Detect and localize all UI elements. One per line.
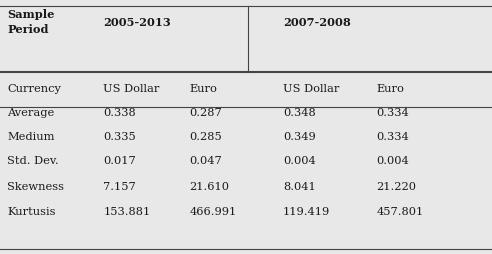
Text: 0.334: 0.334 <box>376 132 409 142</box>
Text: 21.220: 21.220 <box>376 182 416 192</box>
Text: 0.338: 0.338 <box>103 108 136 118</box>
Text: 0.004: 0.004 <box>283 156 316 166</box>
Text: Currency: Currency <box>7 84 62 94</box>
Text: 0.349: 0.349 <box>283 132 316 142</box>
Text: 466.991: 466.991 <box>189 207 237 217</box>
Text: 8.041: 8.041 <box>283 182 316 192</box>
Text: 0.285: 0.285 <box>189 132 222 142</box>
Text: Average: Average <box>7 108 55 118</box>
Text: 0.017: 0.017 <box>103 156 136 166</box>
Text: 0.348: 0.348 <box>283 108 316 118</box>
Text: 457.801: 457.801 <box>376 207 424 217</box>
Text: 21.610: 21.610 <box>189 182 229 192</box>
Text: 119.419: 119.419 <box>283 207 330 217</box>
Text: Std. Dev.: Std. Dev. <box>7 156 59 166</box>
Text: 0.287: 0.287 <box>189 108 222 118</box>
Text: 7.157: 7.157 <box>103 182 136 192</box>
Text: Skewness: Skewness <box>7 182 64 192</box>
Text: Euro: Euro <box>189 84 217 94</box>
Text: 0.004: 0.004 <box>376 156 409 166</box>
Text: 153.881: 153.881 <box>103 207 151 217</box>
Text: Kurtusis: Kurtusis <box>7 207 56 217</box>
Text: Euro: Euro <box>376 84 404 94</box>
Text: US Dollar: US Dollar <box>103 84 160 94</box>
Text: Medium: Medium <box>7 132 55 142</box>
Text: US Dollar: US Dollar <box>283 84 339 94</box>
Text: 0.335: 0.335 <box>103 132 136 142</box>
Text: 2007-2008: 2007-2008 <box>283 17 351 27</box>
Text: 2005-2013: 2005-2013 <box>103 17 171 27</box>
Text: 0.047: 0.047 <box>189 156 222 166</box>
Text: Sample
Period: Sample Period <box>7 9 55 35</box>
Text: 0.334: 0.334 <box>376 108 409 118</box>
